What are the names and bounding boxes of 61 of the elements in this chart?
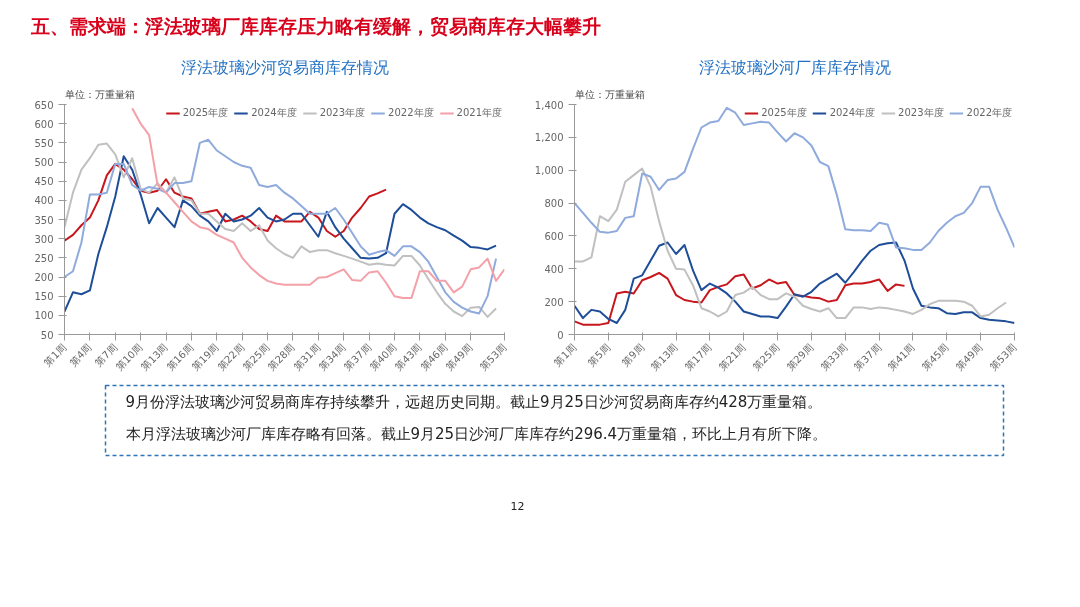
y-tick-label: 600 [34,118,54,130]
legend-label: 2024年度 [829,106,876,120]
y-tick-label: 450 [34,176,54,188]
line-series [574,271,906,326]
y-tick-label: 0 [557,329,564,341]
x-tick-label: 第29周 [784,341,816,373]
x-tick-label: 第4周 [67,341,94,369]
legend-label: 2025年度 [182,106,229,120]
legend-label: 2023年度 [319,106,366,120]
x-tick-label: 第13周 [649,341,680,373]
y-tick-label: 1,200 [534,132,564,144]
line-series [64,162,388,242]
y-tick-label: 1,000 [534,165,564,177]
legend-label: 2022年度 [388,106,434,120]
y-tick-label: 400 [544,263,564,275]
x-tick-label: 第21周 [716,341,748,373]
x-tick-label: 第49周 [953,341,985,373]
y-tick-label: 300 [34,233,54,245]
x-tick-label: 第41周 [885,341,917,373]
x-tick-label: 第53周 [987,341,1019,373]
x-tick-label: 第37周 [852,341,884,373]
y-tick-label: 400 [34,195,54,207]
text: 9月份浮法玻璃沙河贸易商库存持续攀升，远超历史同期。截止9月25日沙河贸易商库存约428万重量箱。 [125,392,823,411]
x-tick-label: 第5周 [585,341,613,369]
y-tick-label: 650 [34,99,54,111]
y-tick-label: 200 [34,272,54,283]
chart-title: 浮法玻璃沙河厂库库存情况 [698,57,891,77]
line-series [574,241,1015,324]
x-tick-label: 第9周 [619,341,647,369]
y-tick-label: 350 [34,214,54,226]
y-tick-label: 150 [34,291,54,303]
y-axis-title: 单位：万重量箱 [64,88,135,100]
x-tick-label: 第1周 [41,341,69,369]
line-series [574,167,1008,320]
line-series [131,107,505,300]
y-tick-label: 600 [544,230,564,242]
y-tick-label: 50 [40,329,54,341]
text: 12 [510,499,525,513]
text: 本月浮法玻璃沙河厂库库存略有回落。截止9月25日沙河厂库库存约296.4万重量箱，环比上月有所下降。 [125,424,828,443]
y-axis-title: 单位：万重量箱 [574,88,645,100]
y-tick-label: 800 [544,198,564,210]
y-tick-label: 550 [34,137,54,149]
x-tick-label: 第25周 [750,341,782,373]
chart-title: 浮法玻璃沙河贸易商库存情况 [180,57,389,77]
x-tick-label: 第53周 [477,341,509,373]
legend-label: 2021年度 [456,106,502,120]
legend-label: 2022年度 [966,106,1012,120]
x-tick-label: 第17周 [682,341,714,373]
text: 五、需求端：浮法玻璃厂库库存压力略有缓解，贸易商库存大幅攀升 [29,14,601,37]
legend-label: 2023年度 [898,106,944,120]
y-tick-label: 200 [544,296,564,308]
legend-label: 2025年度 [761,106,807,120]
x-tick-label: 第33周 [818,341,850,373]
y-tick-label: 500 [34,157,54,168]
x-tick-label: 第1周 [551,341,579,369]
y-tick-label: 1,400 [534,99,564,111]
y-tick-label: 100 [34,310,54,322]
y-tick-label: 250 [34,252,54,264]
legend-label: 2024年度 [251,106,297,120]
x-tick-label: 第45周 [919,341,951,373]
line-series [574,106,1015,251]
